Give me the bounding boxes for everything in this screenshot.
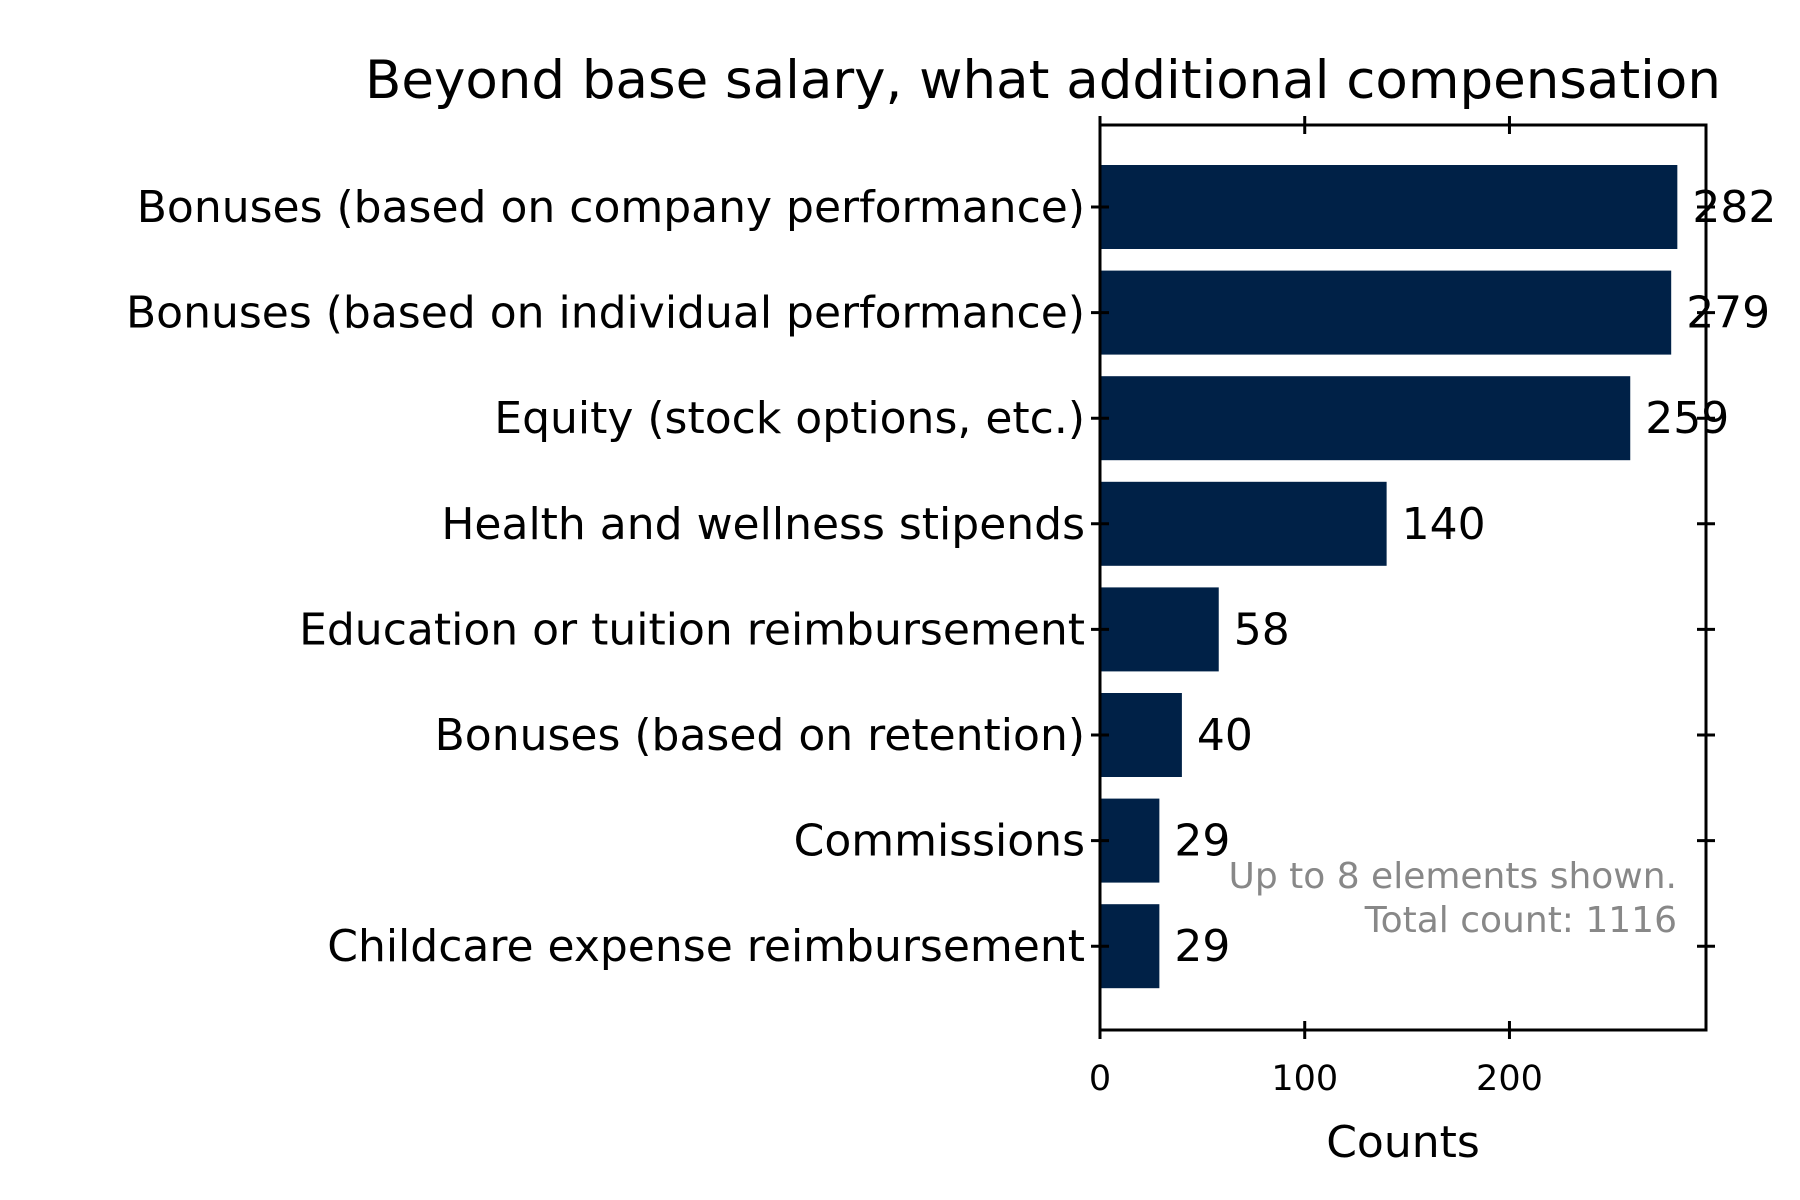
category-label: Health and wellness stipends — [441, 499, 1085, 550]
annotation-line-2: Total count: 1116 — [1364, 900, 1677, 941]
value-label: 29 — [1174, 816, 1230, 867]
value-label: 58 — [1234, 604, 1290, 655]
category-label: Commissions — [794, 816, 1085, 867]
category-label: Equity (stock options, etc.) — [494, 393, 1085, 444]
bars-layer — [1100, 165, 1678, 989]
annotation-line-1: Up to 8 elements shown. — [1228, 856, 1677, 897]
bar — [1100, 270, 1672, 355]
chart-title: Beyond base salary, what additional comp… — [365, 50, 1721, 111]
bar — [1100, 587, 1219, 672]
bar — [1100, 693, 1182, 777]
category-label: Education or tuition reimbursement — [299, 604, 1085, 655]
value-label: 140 — [1402, 499, 1486, 550]
labels-layer: Bonuses (based on company performance) 28… — [126, 182, 1776, 1099]
bar — [1100, 798, 1160, 883]
x-tick-label: 0 — [1089, 1059, 1111, 1099]
category-label: Bonuses (based on company performance) — [137, 182, 1085, 233]
x-tick-label: 100 — [1271, 1059, 1338, 1099]
value-label: 259 — [1645, 393, 1729, 444]
value-label: 40 — [1197, 710, 1253, 761]
bar — [1100, 481, 1387, 566]
x-tick-label: 200 — [1476, 1059, 1543, 1099]
category-label: Bonuses (based on retention) — [435, 710, 1085, 761]
category-label: Bonuses (based on individual performance… — [126, 288, 1085, 339]
bar — [1100, 165, 1678, 249]
bar — [1100, 904, 1160, 989]
plot-frame — [1098, 123, 1708, 1032]
category-label: Childcare expense reimbursement — [327, 921, 1085, 972]
x-axis-label: Counts — [1326, 1117, 1480, 1168]
bar — [1100, 376, 1631, 461]
value-label: 29 — [1174, 921, 1230, 972]
